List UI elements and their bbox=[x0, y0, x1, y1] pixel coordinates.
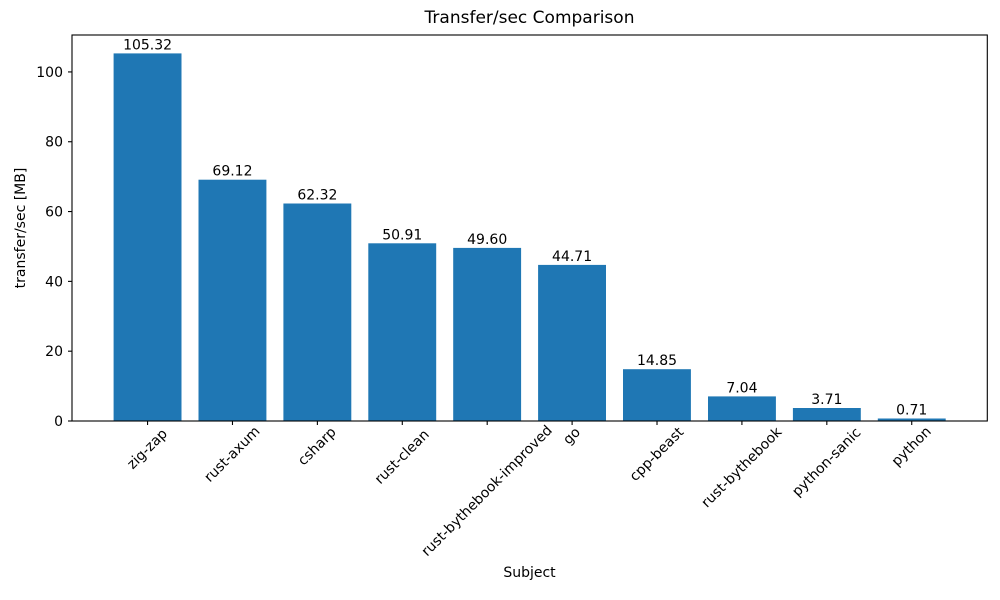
x-tick-label: csharp bbox=[295, 424, 340, 469]
bar-value-label: 105.32 bbox=[123, 37, 172, 53]
y-tick-label: 0 bbox=[54, 414, 63, 430]
x-axis-label: Subject bbox=[503, 565, 556, 581]
bar bbox=[623, 369, 691, 421]
bar-value-label: 69.12 bbox=[212, 164, 252, 180]
y-tick-label: 80 bbox=[45, 135, 63, 151]
bar-value-label: 3.71 bbox=[811, 392, 842, 408]
bar-value-label: 49.60 bbox=[467, 232, 507, 248]
bar-value-label: 50.91 bbox=[382, 227, 422, 243]
x-tick-label: rust-clean bbox=[372, 427, 433, 488]
bar-value-label: 14.85 bbox=[637, 353, 677, 369]
y-tick-label: 20 bbox=[45, 344, 63, 360]
bar bbox=[453, 247, 522, 421]
x-tick-label: zig-zap bbox=[124, 426, 171, 473]
bar bbox=[283, 203, 352, 421]
bar bbox=[792, 408, 861, 421]
x-tick-label: go bbox=[560, 424, 584, 448]
bar bbox=[538, 264, 606, 421]
bar-value-label: 7.04 bbox=[726, 380, 757, 396]
bar bbox=[708, 396, 776, 421]
bar-value-label: 62.32 bbox=[297, 188, 337, 204]
bar bbox=[877, 418, 946, 421]
y-tick-label: 100 bbox=[36, 65, 63, 81]
y-tick-label: 60 bbox=[45, 205, 63, 221]
x-tick-label: python-sanic bbox=[789, 425, 864, 500]
bar-value-label: 0.71 bbox=[896, 403, 927, 419]
chart-title: Transfer/sec Comparison bbox=[424, 8, 635, 28]
x-tick-label: rust-axum bbox=[201, 423, 263, 485]
x-tick-label: rust-bythebook-improved bbox=[419, 423, 556, 560]
x-tick-label: rust-bythebook bbox=[699, 424, 786, 511]
bar-value-label: 44.71 bbox=[552, 249, 592, 265]
bar bbox=[198, 179, 267, 421]
x-tick-label: python bbox=[889, 424, 935, 470]
bar bbox=[113, 53, 182, 422]
y-tick-label: 40 bbox=[45, 274, 63, 290]
bar bbox=[368, 243, 437, 421]
x-tick-label: cpp-beast bbox=[627, 424, 688, 485]
y-axis-label: transfer/sec [MB] bbox=[13, 167, 29, 289]
plot-border bbox=[71, 34, 988, 422]
